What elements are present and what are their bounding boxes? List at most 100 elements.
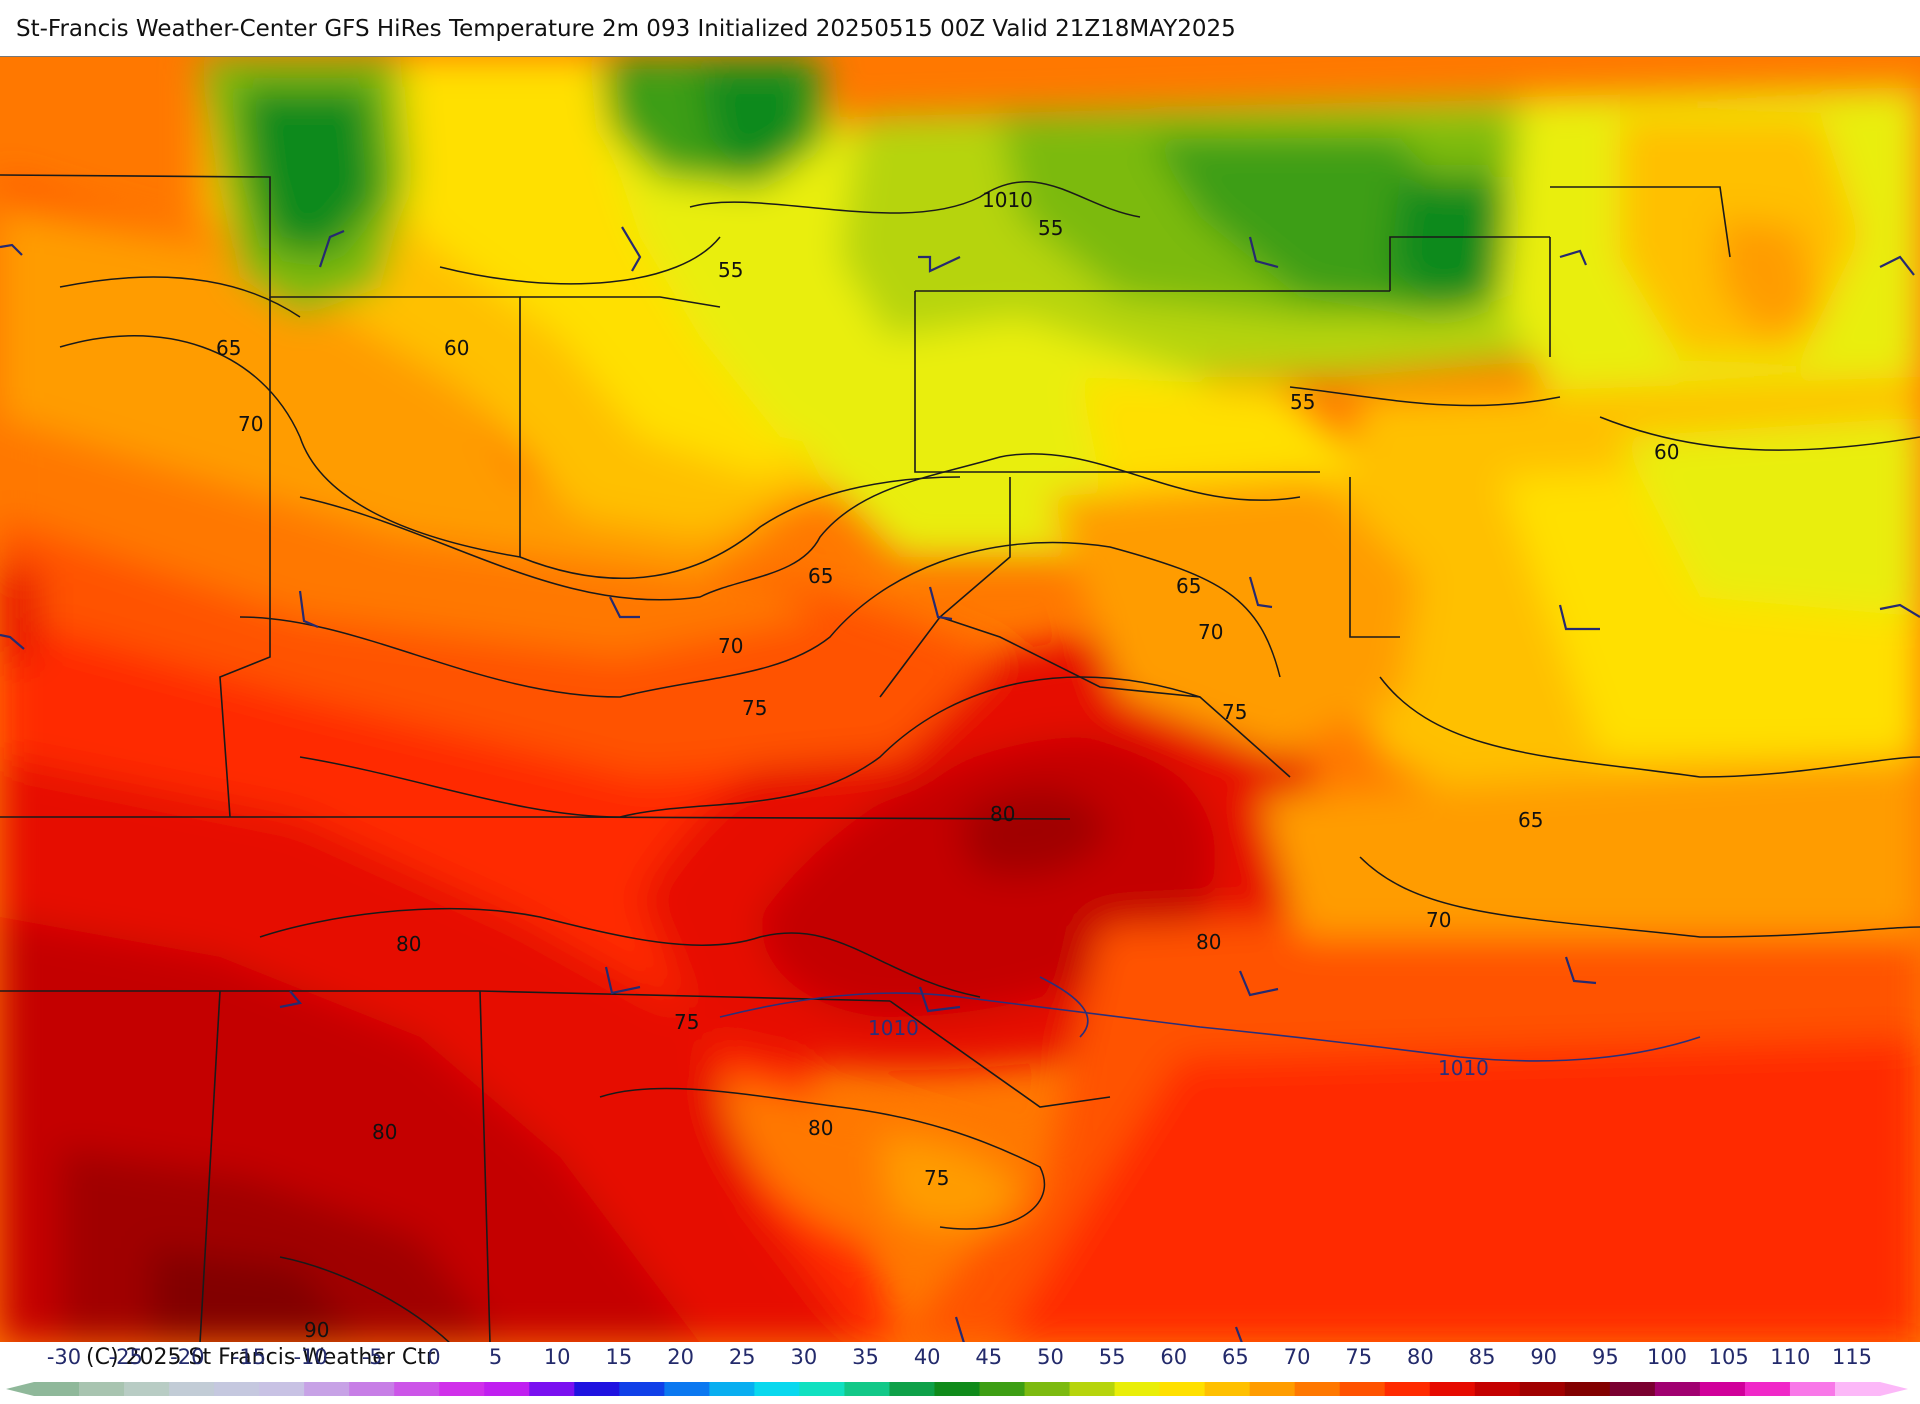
wind-barb-icon xyxy=(1558,604,1600,631)
contour-label: 55 xyxy=(718,258,743,282)
colorbar-swatch xyxy=(1654,1382,1701,1396)
temperature-contours xyxy=(59,180,1920,1343)
contour-label: 80 xyxy=(808,1116,833,1140)
wind-barb-icon xyxy=(1879,603,1920,618)
colorbar xyxy=(0,1342,1920,1400)
contour-labels: 55 55 55 60 60 65 65 65 65 70 70 70 70 7… xyxy=(216,216,1679,1342)
weather-map: 55 55 55 60 60 65 65 65 65 70 70 70 70 7… xyxy=(0,56,1920,1344)
contour-label: 65 xyxy=(808,564,833,588)
colorbar-tick-label: 75 xyxy=(1345,1345,1373,1369)
colorbar-swatch xyxy=(844,1382,890,1396)
colorbar-tick-label: 15 xyxy=(605,1345,633,1369)
colorbar-swatch xyxy=(394,1382,440,1396)
colorbar-swatch xyxy=(1069,1382,1116,1396)
colorbar-swatch xyxy=(574,1382,620,1396)
colorbar-tick-label: 40 xyxy=(913,1345,941,1369)
temperature-shading xyxy=(0,57,1920,1343)
colorbar-tick-label: 55 xyxy=(1098,1345,1126,1369)
wind-barb-icon xyxy=(318,229,345,268)
contour-label: 80 xyxy=(396,932,421,956)
temperature-map-svg: 55 55 55 60 60 65 65 65 65 70 70 70 70 7… xyxy=(0,57,1920,1343)
wind-barb-icon xyxy=(621,226,642,272)
wind-barb-icon xyxy=(928,586,953,621)
wind-barb-icon xyxy=(1564,956,1597,985)
wind-barb-icon xyxy=(1234,1326,1244,1343)
isobar-labels: 1010 1010 1010 xyxy=(868,188,1489,1080)
contour-label: 75 xyxy=(674,1010,699,1034)
colorbar-swatch xyxy=(1609,1382,1656,1396)
map-title: St-Francis Weather-Center GFS HiRes Temp… xyxy=(16,16,1236,42)
colorbar-swatch xyxy=(754,1382,800,1396)
colorbar-right-arrow xyxy=(1880,1382,1908,1396)
colorbar-swatch xyxy=(934,1382,981,1396)
wind-barb-icon xyxy=(609,596,640,619)
contour-label: 90 xyxy=(304,1318,329,1342)
contour-label: 75 xyxy=(742,696,767,720)
colorbar-swatch xyxy=(1834,1382,1881,1396)
colorbar-swatch xyxy=(1024,1382,1071,1396)
contour-label: 80 xyxy=(1196,930,1221,954)
contour-label: 65 xyxy=(1518,808,1543,832)
wind-barb-icon xyxy=(954,1316,966,1343)
colorbar-tick-label: -30 xyxy=(46,1345,82,1369)
contour-label: 60 xyxy=(1654,440,1679,464)
colorbar-swatch xyxy=(1699,1382,1746,1396)
colorbar-swatch xyxy=(1204,1382,1251,1396)
contour-label: 80 xyxy=(372,1120,397,1144)
colorbar-tick-label: 50 xyxy=(1037,1345,1064,1369)
isobar-label: 1010 xyxy=(982,188,1033,212)
contour-label: 60 xyxy=(444,336,469,360)
colorbar-swatch xyxy=(889,1382,935,1396)
colorbar-tick-label: 10 xyxy=(543,1345,571,1369)
contour-label: 75 xyxy=(1222,700,1247,724)
wind-barb-icon xyxy=(604,966,641,995)
contour-label: 65 xyxy=(216,336,241,360)
colorbar-tick-label: 65 xyxy=(1222,1345,1249,1369)
colorbar-tick-label: -20 xyxy=(170,1345,205,1369)
colorbar-swatch xyxy=(1474,1382,1521,1396)
isobar-label: 1010 xyxy=(868,1016,919,1040)
colorbar-tick-label: 60 xyxy=(1160,1345,1188,1369)
colorbar-swatch xyxy=(1114,1382,1161,1396)
colorbar-tick-label: 0 xyxy=(427,1345,441,1369)
colorbar-tick-label: 45 xyxy=(975,1345,1003,1369)
wind-barb-icon xyxy=(0,633,25,650)
colorbar-swatch xyxy=(349,1382,395,1396)
colorbar-swatch xyxy=(709,1382,755,1396)
colorbar-swatch xyxy=(1429,1382,1476,1396)
colorbar-left-arrow xyxy=(6,1382,34,1396)
colorbar-swatch xyxy=(529,1382,575,1396)
colorbar-swatch xyxy=(79,1382,125,1396)
title-bar: St-Francis Weather-Center GFS HiRes Temp… xyxy=(0,0,1920,56)
wind-barb-icon xyxy=(1559,249,1588,266)
colorbar-strip xyxy=(6,1382,1908,1396)
colorbar-swatch xyxy=(1744,1382,1791,1396)
colorbar-tick-label: 5 xyxy=(488,1345,503,1369)
colorbar-tick-label: 70 xyxy=(1283,1345,1311,1369)
colorbar-tick-label: 100 xyxy=(1646,1345,1688,1369)
isobar-label: 1010 xyxy=(1438,1056,1489,1080)
colorbar-swatch xyxy=(979,1382,1026,1396)
colorbar-tick-label: 80 xyxy=(1407,1345,1434,1369)
colorbar-tick-label: -25 xyxy=(108,1345,143,1369)
contour-label: 55 xyxy=(1290,390,1315,414)
contour-label: 70 xyxy=(238,412,263,436)
colorbar-swatch xyxy=(619,1382,665,1396)
colorbar-tick-label: -10 xyxy=(293,1345,328,1369)
copyright-text: (C) 2025 St Francis Weather Ctr xyxy=(86,1345,435,1370)
wind-barb-icon xyxy=(918,986,961,1013)
colorbar-tick-label: 95 xyxy=(1592,1345,1619,1369)
contour-label: 80 xyxy=(990,802,1015,826)
colorbar-swatch xyxy=(259,1382,305,1396)
colorbar-swatch xyxy=(124,1382,170,1396)
colorbar-tick-label: 35 xyxy=(852,1345,879,1369)
colorbar-swatch xyxy=(1384,1382,1431,1396)
colorbar-swatch xyxy=(799,1382,845,1396)
colorbar-tick-label: 30 xyxy=(790,1345,818,1369)
colorbar-tick-label: 25 xyxy=(728,1345,756,1369)
wind-barb-icon xyxy=(298,590,319,629)
colorbar-swatch xyxy=(1294,1382,1341,1396)
colorbar-tick-label: 115 xyxy=(1831,1345,1873,1369)
wind-barb-icon xyxy=(1248,236,1279,269)
isobars xyxy=(719,976,1701,1062)
